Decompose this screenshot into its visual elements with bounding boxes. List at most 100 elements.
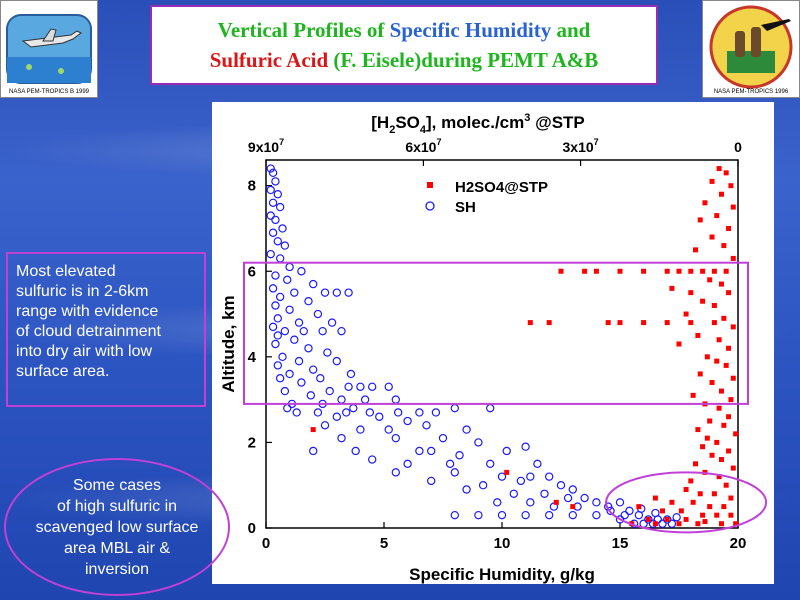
h2so4-point (641, 268, 647, 274)
sh-point (292, 408, 301, 417)
sh-point (592, 510, 601, 520)
top-axis-label-d: @STP (530, 113, 584, 132)
sh-point (658, 519, 667, 528)
sh-point (309, 279, 318, 289)
sh-point (332, 356, 341, 366)
sh-point (271, 215, 280, 225)
sh-point (533, 459, 542, 469)
sh-point (427, 476, 436, 486)
sh-point (271, 339, 280, 349)
sh-point (346, 369, 356, 379)
h2so4-point (730, 465, 736, 471)
h2so4-point (645, 516, 651, 522)
title-sulfuric-acid: Sulfuric Acid (209, 48, 329, 72)
sh-point (316, 374, 325, 383)
h2so4-point (605, 320, 611, 326)
top-axis-label-sub1: 2 (389, 124, 395, 136)
sh-point (478, 481, 488, 490)
sh-point (497, 510, 507, 520)
sh-point (273, 237, 282, 246)
sh-point (344, 288, 353, 297)
h2so4-point (688, 290, 694, 296)
sh-point (450, 468, 459, 477)
sh-point (309, 365, 318, 374)
h2so4-point (716, 337, 722, 343)
h2so4-point (728, 495, 734, 501)
sh-point (415, 408, 424, 417)
top-axis-label-sup: 3 (524, 112, 530, 124)
h2so4-point (721, 422, 727, 428)
h2so4-point (728, 512, 734, 518)
sh-point (516, 476, 526, 486)
sh-point (580, 493, 589, 503)
h2so4-point (726, 448, 732, 454)
sh-point (266, 185, 275, 195)
h2so4-point (721, 504, 727, 510)
legend-h2so4-label: H2SO4@STP (455, 179, 548, 196)
sh-point (299, 326, 308, 336)
h2so4-point (716, 405, 722, 411)
sh-point (606, 506, 615, 516)
sh-point (438, 433, 448, 443)
h2so4-point (723, 482, 729, 488)
y-tick-label: 0 (248, 520, 256, 537)
sh-point (663, 515, 672, 524)
sh-point (474, 438, 483, 447)
sh-point (309, 446, 318, 456)
sh-point (342, 408, 351, 417)
sh-point (349, 403, 358, 413)
title-specific-humidity: Specific Humidity (389, 18, 552, 42)
h2so4-point (723, 362, 729, 368)
h2so4-point (593, 268, 599, 274)
title-text-2: and (551, 18, 591, 42)
sh-point (455, 451, 464, 460)
h2so4-point (702, 200, 708, 206)
sh-point (273, 361, 282, 370)
h2so4-point (676, 268, 682, 274)
h2so4-point (707, 504, 713, 510)
title-text-1: Vertical Profiles of (217, 18, 390, 42)
sh-point (266, 249, 275, 259)
sh-point (545, 472, 554, 481)
h2so4-point (669, 285, 675, 291)
h2so4-point (553, 499, 559, 505)
pem-tropics-b-logo: NASA PEM-TROPICS B 1999 (0, 0, 98, 98)
h2so4-point (558, 268, 564, 274)
sh-point (290, 288, 299, 297)
top-tick-label: 3x107 (563, 137, 599, 155)
h2so4-point (704, 354, 710, 360)
h2so4-point (721, 243, 727, 249)
x-tick-label: 0 (262, 535, 270, 552)
h2so4-point (718, 388, 724, 394)
sh-point (474, 510, 483, 520)
sh-point (268, 228, 278, 237)
h2so4-point (664, 320, 670, 326)
h2so4-point (700, 444, 706, 450)
sh-point (509, 489, 518, 498)
sh-point (275, 292, 285, 302)
h2so4-point (664, 516, 670, 522)
sh-point (266, 211, 275, 220)
top-axis-label-sub2: 4 (420, 124, 427, 136)
top-tick-exponent: 7 (594, 137, 599, 147)
sh-point (368, 382, 377, 391)
sh-point (268, 168, 278, 178)
sh-point (327, 318, 337, 327)
sh-point (415, 446, 424, 456)
sh-point (271, 301, 280, 310)
x-tick-label: 15 (612, 535, 629, 552)
h2so4-point (683, 516, 689, 522)
sh-point (325, 386, 334, 396)
sh-point (502, 446, 511, 456)
sh-point (351, 446, 360, 456)
sh-point (615, 498, 625, 507)
h2so4-point (617, 268, 623, 274)
sh-point (337, 395, 346, 404)
h2so4-point (718, 191, 724, 197)
h2so4-point (693, 461, 699, 467)
note1-line: surface area. (16, 363, 110, 380)
title-text-3: (F. Eisele)during PEMT A&B (328, 48, 599, 72)
sh-point (313, 309, 323, 319)
sh-point (497, 472, 507, 481)
title-line-2: Sulfuric Acid (F. Eisele)during PEMT A&B (210, 45, 599, 75)
